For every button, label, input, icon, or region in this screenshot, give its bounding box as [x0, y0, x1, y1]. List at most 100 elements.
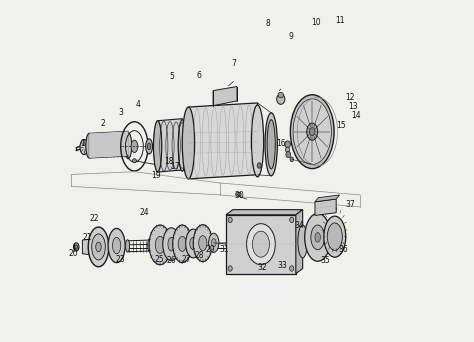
- Ellipse shape: [290, 217, 294, 223]
- Ellipse shape: [163, 228, 180, 261]
- Ellipse shape: [186, 229, 201, 258]
- Ellipse shape: [199, 236, 207, 251]
- Ellipse shape: [126, 240, 129, 252]
- Polygon shape: [213, 87, 237, 106]
- Ellipse shape: [173, 225, 192, 263]
- Ellipse shape: [251, 105, 264, 177]
- Polygon shape: [315, 195, 339, 202]
- Ellipse shape: [91, 234, 105, 260]
- Ellipse shape: [147, 143, 151, 150]
- Ellipse shape: [168, 237, 175, 251]
- Polygon shape: [226, 210, 303, 215]
- Ellipse shape: [278, 92, 283, 98]
- Ellipse shape: [305, 213, 331, 261]
- Ellipse shape: [265, 113, 277, 176]
- Ellipse shape: [149, 225, 171, 265]
- Ellipse shape: [228, 266, 232, 271]
- Text: 31: 31: [219, 245, 229, 254]
- Ellipse shape: [257, 163, 261, 168]
- Ellipse shape: [193, 225, 212, 262]
- Text: 19: 19: [151, 171, 160, 180]
- Ellipse shape: [311, 225, 325, 250]
- Ellipse shape: [277, 94, 285, 104]
- Text: 23: 23: [115, 255, 125, 264]
- Text: 2: 2: [100, 119, 105, 128]
- Ellipse shape: [285, 147, 290, 153]
- Ellipse shape: [96, 242, 101, 252]
- Polygon shape: [226, 215, 296, 274]
- Text: 32: 32: [258, 263, 267, 272]
- Text: 33: 33: [277, 261, 287, 269]
- Ellipse shape: [146, 139, 153, 154]
- Ellipse shape: [252, 231, 270, 257]
- Ellipse shape: [285, 141, 291, 148]
- Ellipse shape: [190, 237, 197, 250]
- Ellipse shape: [108, 228, 125, 263]
- Text: 16: 16: [276, 139, 286, 148]
- Ellipse shape: [290, 157, 293, 162]
- Ellipse shape: [298, 225, 308, 258]
- Text: 13: 13: [348, 102, 357, 110]
- Ellipse shape: [88, 227, 109, 267]
- Text: 17: 17: [170, 162, 180, 171]
- Ellipse shape: [178, 236, 186, 251]
- Ellipse shape: [286, 152, 291, 158]
- Ellipse shape: [267, 120, 275, 169]
- Ellipse shape: [125, 133, 132, 159]
- Text: 6: 6: [197, 71, 202, 80]
- Text: 37: 37: [346, 200, 356, 209]
- Text: 9: 9: [289, 32, 293, 41]
- Text: 36: 36: [339, 245, 348, 254]
- Text: 11: 11: [335, 16, 344, 25]
- Text: 4: 4: [136, 100, 140, 109]
- Ellipse shape: [181, 168, 184, 171]
- Ellipse shape: [246, 224, 275, 265]
- Ellipse shape: [148, 238, 152, 252]
- Polygon shape: [189, 103, 257, 179]
- Ellipse shape: [327, 223, 342, 250]
- Text: 35: 35: [320, 256, 330, 265]
- Text: 5: 5: [170, 73, 174, 81]
- Ellipse shape: [131, 140, 138, 153]
- Polygon shape: [158, 119, 182, 172]
- Ellipse shape: [73, 243, 79, 251]
- Polygon shape: [315, 199, 336, 215]
- Text: 22: 22: [89, 214, 99, 223]
- Ellipse shape: [132, 159, 137, 163]
- Ellipse shape: [75, 245, 78, 249]
- Text: 12: 12: [345, 93, 355, 102]
- Ellipse shape: [80, 140, 88, 155]
- Polygon shape: [82, 239, 90, 254]
- Ellipse shape: [236, 192, 241, 196]
- Ellipse shape: [310, 128, 315, 136]
- Text: 8: 8: [265, 19, 270, 28]
- Text: 18: 18: [164, 157, 173, 166]
- Ellipse shape: [182, 107, 195, 179]
- Ellipse shape: [209, 233, 219, 252]
- Text: 15: 15: [337, 121, 346, 130]
- Ellipse shape: [293, 99, 331, 165]
- Text: 30: 30: [235, 191, 245, 200]
- Ellipse shape: [315, 233, 320, 242]
- Text: 28: 28: [195, 251, 204, 260]
- Polygon shape: [296, 210, 303, 274]
- Text: 24: 24: [139, 208, 149, 216]
- Ellipse shape: [228, 217, 232, 223]
- Text: 25: 25: [154, 255, 164, 264]
- Text: 10: 10: [311, 18, 320, 27]
- Text: 27: 27: [182, 255, 191, 264]
- Text: 26: 26: [166, 256, 176, 265]
- Text: 3: 3: [118, 108, 123, 117]
- Text: 34: 34: [294, 221, 304, 230]
- Text: 29: 29: [206, 245, 215, 254]
- Ellipse shape: [291, 95, 334, 169]
- Ellipse shape: [290, 266, 294, 271]
- Polygon shape: [89, 131, 128, 158]
- Ellipse shape: [178, 120, 186, 171]
- Ellipse shape: [154, 121, 162, 172]
- Text: 7: 7: [231, 59, 236, 68]
- Text: 21: 21: [82, 233, 92, 242]
- Ellipse shape: [86, 133, 93, 158]
- Ellipse shape: [155, 236, 165, 253]
- Ellipse shape: [324, 216, 346, 257]
